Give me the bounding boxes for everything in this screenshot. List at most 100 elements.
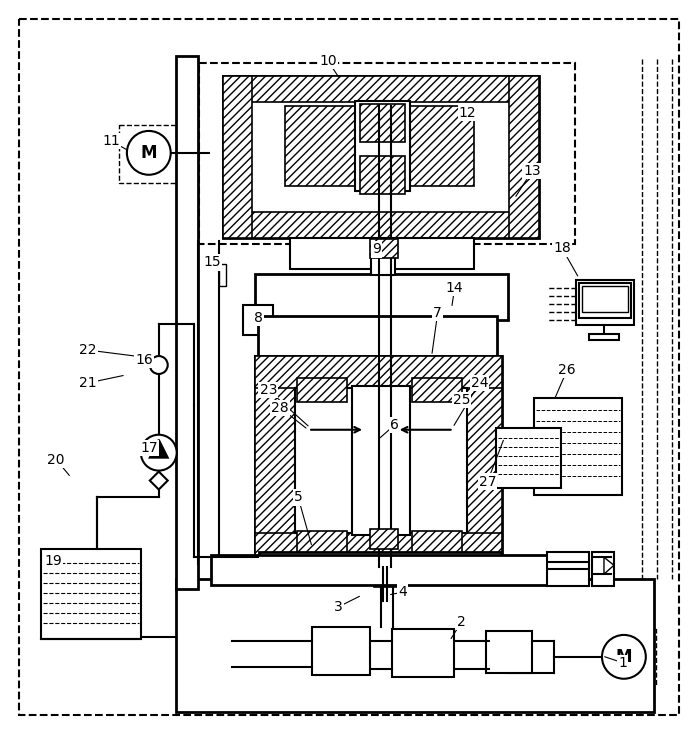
Bar <box>263 556 498 580</box>
Text: 14: 14 <box>446 281 463 295</box>
Bar <box>255 534 503 567</box>
Bar <box>355 101 410 191</box>
Bar <box>412 378 461 402</box>
Bar <box>211 555 549 585</box>
Text: 6: 6 <box>390 418 399 432</box>
Bar <box>510 76 540 237</box>
Polygon shape <box>604 557 614 574</box>
Bar <box>260 552 501 582</box>
Bar <box>258 316 498 360</box>
Text: 7: 7 <box>433 306 442 320</box>
Text: 12: 12 <box>459 106 476 120</box>
Bar <box>223 76 540 102</box>
Bar <box>405 106 475 185</box>
Bar <box>579 284 631 318</box>
Bar <box>463 356 503 567</box>
Bar <box>244 305 274 335</box>
Text: 16: 16 <box>135 353 153 367</box>
Text: 25: 25 <box>453 393 470 407</box>
Bar <box>370 238 398 259</box>
Bar <box>255 356 503 388</box>
Text: 27: 27 <box>479 474 496 488</box>
Bar <box>214 559 545 583</box>
Bar <box>119 125 177 183</box>
Text: 2: 2 <box>457 615 466 629</box>
Bar <box>576 280 634 325</box>
Bar <box>223 76 253 237</box>
Bar <box>295 240 470 266</box>
Bar <box>496 428 561 487</box>
Bar <box>360 104 405 142</box>
Text: 15: 15 <box>204 255 221 270</box>
Text: 20: 20 <box>47 453 65 467</box>
Bar <box>255 274 508 320</box>
Bar <box>374 570 400 587</box>
Circle shape <box>602 635 646 679</box>
Bar <box>255 356 295 567</box>
Text: 3: 3 <box>334 600 343 614</box>
Bar <box>285 106 355 185</box>
Bar <box>315 631 367 645</box>
Bar <box>312 627 370 675</box>
Bar <box>176 579 654 712</box>
Text: 11: 11 <box>102 134 120 148</box>
Bar <box>315 657 367 671</box>
Bar <box>582 287 628 312</box>
Text: 1: 1 <box>618 656 628 670</box>
Bar <box>592 552 614 586</box>
Text: 9: 9 <box>373 243 381 257</box>
Bar <box>547 552 589 586</box>
Bar <box>223 76 540 237</box>
Text: 4: 4 <box>399 585 407 599</box>
Bar <box>246 309 270 332</box>
Bar <box>412 531 461 555</box>
Bar <box>589 334 619 340</box>
Bar <box>360 156 405 194</box>
Polygon shape <box>150 440 168 457</box>
Bar <box>395 659 450 673</box>
Circle shape <box>150 356 168 374</box>
Bar <box>534 398 622 496</box>
Bar <box>258 279 505 316</box>
Text: 23: 23 <box>260 383 277 397</box>
Bar <box>596 629 656 685</box>
Text: M: M <box>140 144 157 162</box>
Bar <box>176 56 198 589</box>
Text: M: M <box>616 648 632 666</box>
Circle shape <box>127 131 171 174</box>
Text: 18: 18 <box>554 241 571 256</box>
Text: 13: 13 <box>524 163 541 178</box>
Bar <box>352 386 410 535</box>
Bar <box>395 633 450 647</box>
Text: 5: 5 <box>294 490 302 504</box>
Text: 19: 19 <box>44 554 62 568</box>
Bar <box>290 237 475 270</box>
Text: 28: 28 <box>272 401 289 415</box>
Bar <box>41 549 141 639</box>
Polygon shape <box>150 471 168 490</box>
Bar <box>489 657 529 668</box>
Bar <box>262 320 493 356</box>
Bar <box>355 390 407 531</box>
Text: 10: 10 <box>319 54 337 68</box>
Bar <box>392 629 454 677</box>
Bar <box>370 529 398 549</box>
Circle shape <box>141 435 177 471</box>
Text: 26: 26 <box>558 363 576 377</box>
Bar <box>489 635 529 647</box>
Bar <box>371 248 395 276</box>
Bar <box>199 63 575 245</box>
Bar <box>487 631 533 673</box>
Text: 17: 17 <box>140 441 158 454</box>
Bar <box>255 356 503 567</box>
Text: 22: 22 <box>80 343 97 357</box>
Bar <box>295 388 466 534</box>
Text: 21: 21 <box>80 376 97 390</box>
Bar <box>297 531 347 555</box>
Text: 24: 24 <box>470 376 488 390</box>
Bar <box>218 265 226 287</box>
Bar <box>297 378 347 402</box>
Bar <box>374 251 392 273</box>
Text: 8: 8 <box>254 312 263 325</box>
Bar <box>223 212 540 237</box>
